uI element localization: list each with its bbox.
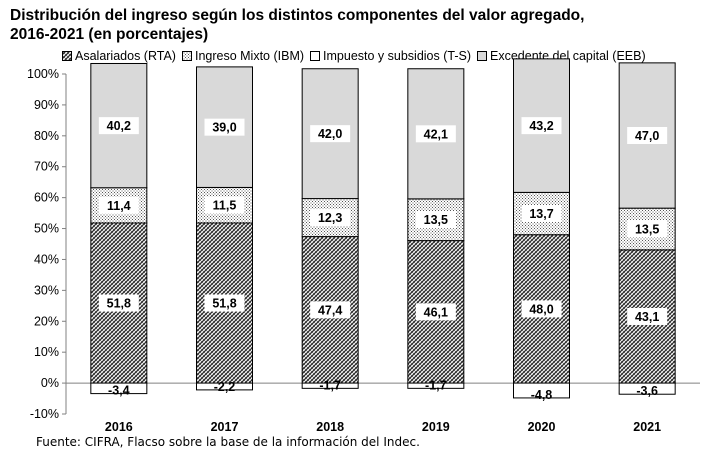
x-tick-label: 2018 — [316, 420, 344, 434]
x-tick-label: 2019 — [422, 420, 450, 434]
data-label-excedente: 42,1 — [424, 127, 448, 141]
y-tick-label: 80% — [34, 129, 59, 143]
data-label-box — [204, 118, 245, 136]
data-label-box — [521, 300, 562, 318]
y-tick-label: 50% — [34, 222, 59, 236]
x-tick-label: 2020 — [528, 420, 556, 434]
legend-swatch-ingreso-mixto — [181, 51, 192, 61]
y-tick-label: 100% — [27, 67, 59, 81]
legend-swatch-impuesto — [310, 51, 321, 61]
x-tick-label: 2021 — [633, 420, 661, 434]
data-label-ingreso-mixto: 13,5 — [424, 213, 448, 227]
x-tick-label: 2017 — [211, 420, 239, 434]
data-label-ingreso-mixto: 12,3 — [318, 211, 342, 225]
y-tick-label: 30% — [34, 283, 59, 297]
data-label-asalariados: 51,8 — [107, 297, 131, 311]
data-label-excedente: 40,2 — [107, 119, 131, 133]
labels-layer: 2016 51,8 11,4 -3,4 40,2 2017 51,8 11,5 -2,2 39,0… — [98, 117, 668, 434]
data-label-box — [627, 307, 668, 325]
data-label-ingreso-mixto: 13,5 — [635, 223, 659, 237]
data-label-box — [98, 196, 139, 214]
data-label-box — [415, 211, 456, 229]
data-label-ingreso-mixto: 11,4 — [107, 199, 131, 213]
y-tick-label: 20% — [34, 314, 59, 328]
y-tick-label: 0% — [41, 376, 59, 390]
data-label-asalariados: 46,1 — [424, 305, 448, 319]
data-label-ingreso-mixto: 11,5 — [213, 199, 237, 213]
data-label-box — [627, 220, 668, 238]
data-label-excedente: 39,0 — [212, 121, 236, 135]
data-label-box — [204, 294, 245, 312]
data-label-excedente: 42,0 — [318, 127, 342, 141]
data-label-ingreso-mixto: 13,7 — [529, 207, 553, 221]
axis-layer: -10% 0% 10% 20% 30% 40% 50% 60% 70% 80% 90% 100% — [27, 67, 700, 421]
bar-segment-impuesto — [513, 382, 570, 399]
y-tick-label: 60% — [34, 191, 59, 205]
chart-title-line-1: Distribución del ingreso según los disti… — [10, 7, 585, 24]
legend-item-impuesto: Impuesto y subsidios (T-S) — [310, 49, 471, 63]
y-tick-label: 90% — [34, 98, 59, 112]
data-label-box — [627, 127, 668, 145]
data-label-impuesto: -4,8 — [531, 388, 553, 402]
data-label-excedente: 47,0 — [635, 129, 659, 143]
data-label-asalariados: 43,1 — [635, 310, 659, 324]
y-tick-label: -10% — [30, 407, 59, 421]
y-tick-label: 10% — [34, 345, 59, 359]
chart-title-line-2: 2016-2021 (en porcentajes) — [10, 26, 209, 43]
data-label-box — [521, 205, 562, 223]
data-label-impuesto: -1,7 — [319, 378, 341, 392]
y-tick-label: 40% — [34, 252, 59, 266]
data-label-asalariados: 47,4 — [318, 303, 342, 317]
data-label-box — [521, 117, 562, 135]
data-label-asalariados: 48,0 — [529, 302, 553, 316]
legend-label-asalariados: Asalariados (RTA) — [75, 49, 176, 63]
data-label-impuesto: -3,6 — [636, 384, 658, 398]
source-note: Fuente: CIFRA, Flacso sobre la base de l… — [36, 435, 420, 449]
data-label-impuesto: -1,7 — [425, 378, 447, 392]
legend-item-asalariados: Asalariados (RTA) — [62, 49, 176, 63]
legend: Asalariados (RTA) Ingreso Mixto (IBM) Im… — [62, 48, 652, 64]
chart-title: Distribución del ingreso según los disti… — [10, 6, 710, 44]
data-label-box — [415, 303, 456, 321]
bar-segment-impuesto — [618, 382, 676, 395]
legend-item-ingreso-mixto: Ingreso Mixto (IBM) — [181, 49, 305, 63]
bar-segment-impuesto — [196, 382, 253, 391]
y-tick-label: 70% — [34, 160, 59, 174]
data-label-excedente: 43,2 — [529, 119, 553, 133]
data-label-box — [310, 125, 351, 143]
data-label-box — [98, 117, 139, 135]
data-label-box — [415, 125, 456, 143]
data-label-impuesto: -3,4 — [108, 384, 130, 398]
data-label-asalariados: 51,8 — [212, 297, 236, 311]
bar-segment-impuesto — [90, 382, 148, 395]
data-label-impuesto: -2,2 — [214, 380, 236, 394]
data-label-box — [310, 209, 351, 227]
legend-swatch-asalariados — [62, 51, 72, 61]
bar-segment-impuesto — [301, 382, 359, 389]
data-label-box — [310, 301, 351, 319]
bar-segment-impuesto — [407, 382, 465, 389]
data-label-box — [204, 196, 245, 214]
bars-layer — [90, 58, 676, 399]
legend-label-impuesto: Impuesto y subsidios (T-S) — [323, 49, 471, 63]
legend-swatch-excedente — [477, 51, 487, 61]
data-label-box — [98, 294, 139, 312]
legend-label-ingreso-mixto: Ingreso Mixto (IBM) — [194, 49, 305, 63]
x-tick-label: 2016 — [105, 420, 133, 434]
